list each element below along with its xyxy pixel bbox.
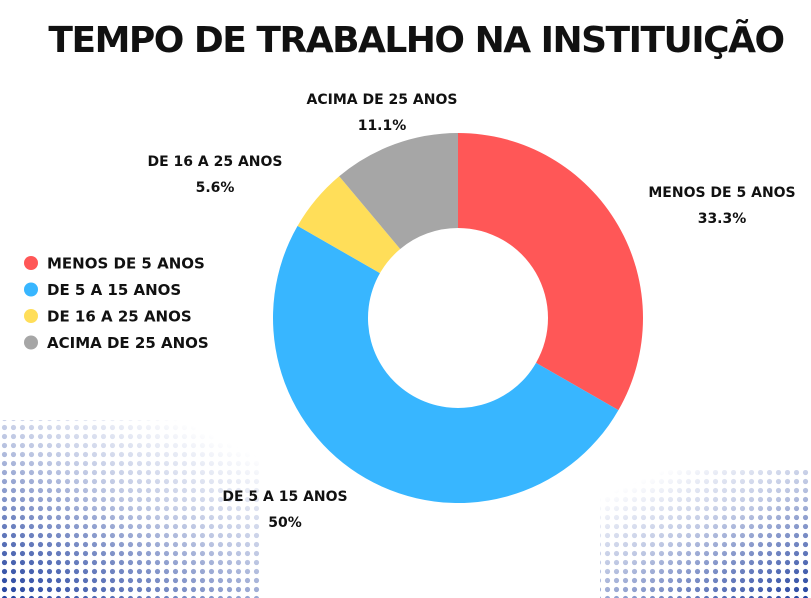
legend-marker <box>24 336 38 350</box>
slice-label: MENOS DE 5 ANOS <box>648 185 795 201</box>
slice-value-label: 50% <box>268 515 302 531</box>
dot-decoration <box>0 420 260 598</box>
legend-label: DE 16 A 25 ANOS <box>47 308 192 326</box>
slice-label: ACIMA DE 25 ANOS <box>307 92 458 108</box>
chart-title: TEMPO DE TRABALHO NA INSTITUIÇÃO <box>48 19 783 61</box>
slice-value-label: 11.1% <box>358 118 407 134</box>
slice-label: DE 16 A 25 ANOS <box>147 154 282 170</box>
legend-marker <box>24 309 38 323</box>
legend-label: ACIMA DE 25 ANOS <box>47 334 209 352</box>
slice-value-label: 33.3% <box>698 211 747 227</box>
donut-slice <box>458 133 643 410</box>
legend-label: DE 5 A 15 ANOS <box>47 281 181 299</box>
legend-marker <box>24 256 38 270</box>
chart: TEMPO DE TRABALHO NA INSTITUIÇÃO MENOS D… <box>0 0 811 598</box>
slice-label: DE 5 A 15 ANOS <box>222 489 347 505</box>
legend-label: MENOS DE 5 ANOS <box>47 255 205 273</box>
slice-value-label: 5.6% <box>196 180 235 196</box>
legend-marker <box>24 283 38 297</box>
dot-decoration <box>600 470 811 598</box>
